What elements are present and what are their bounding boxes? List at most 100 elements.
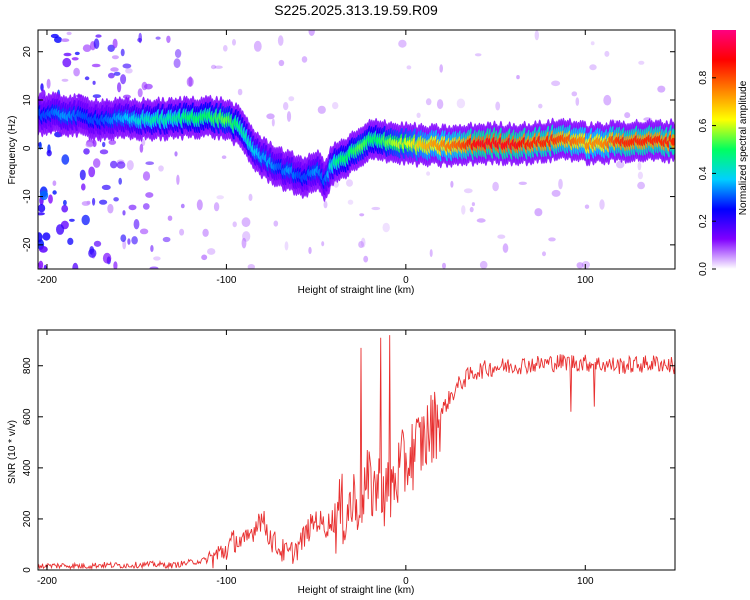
heatmap-speckle: [216, 195, 224, 200]
heatmap-speckle: [150, 245, 154, 252]
heatmap-speckle: [439, 64, 444, 73]
heatmap-speckle: [425, 98, 432, 106]
heatmap-speckle: [162, 236, 171, 243]
snr-xlabel: Height of straight line (km): [298, 585, 415, 596]
heatmap-speckle: [492, 181, 499, 192]
heatmap-speckle: [167, 215, 173, 221]
heatmap-speckle: [637, 181, 645, 190]
figure-title: S225.2025.313.19.59.R09: [274, 2, 438, 18]
heatmap-speckle: [371, 206, 381, 211]
heatmap-speckle: [248, 193, 253, 201]
heatmap-speckle: [174, 49, 182, 58]
heatmap-speckle: [637, 171, 644, 180]
heatmap-speckle: [247, 264, 255, 269]
heatmap-speckle: [176, 174, 180, 185]
heatmap-speckle: [429, 249, 433, 258]
heatmap-speckle: [581, 261, 591, 269]
heatmap-speckle: [213, 202, 220, 212]
y-tick-label: -10: [22, 189, 33, 204]
colorbar-tick-label: 0.4: [698, 166, 709, 180]
heatmap-speckle: [551, 189, 561, 197]
heatmap-speckle: [84, 76, 90, 81]
y-tick-label: 0: [22, 145, 33, 151]
heatmap-speckle: [242, 231, 251, 242]
heatmap-speckle: [113, 261, 118, 269]
heatmap-speckle: [60, 38, 70, 42]
heatmap-speckle: [83, 148, 90, 155]
x-tick-label: -200: [37, 275, 57, 286]
heatmap-speckle: [54, 36, 62, 43]
heatmap-speckle: [111, 55, 119, 60]
heatmap-speckle: [107, 203, 114, 214]
heatmap-speckle: [92, 94, 102, 98]
heatmap-speckle: [590, 41, 595, 46]
colorbar-tick-label: 0.0: [698, 262, 709, 276]
heatmap-speckle: [271, 118, 275, 127]
heatmap-speckle: [436, 99, 444, 110]
y-tick-label: 10: [22, 94, 33, 106]
heatmap-speckle: [81, 214, 90, 226]
heatmap-speckle: [308, 246, 312, 255]
heatmap-speckle: [38, 212, 45, 216]
heatmap-speckle: [43, 264, 47, 269]
heatmap-speckle: [317, 105, 326, 114]
heatmap-speckle: [516, 75, 520, 80]
heatmap-speckle: [406, 65, 412, 70]
heatmap-speckle: [40, 83, 44, 92]
heatmap-speckle: [277, 35, 284, 46]
heatmap-speckle: [71, 57, 79, 61]
heatmap-speckle: [61, 78, 69, 82]
heatmap-speckle: [358, 241, 364, 248]
y-tick-label: 20: [22, 46, 33, 58]
heatmap-speckle: [416, 112, 421, 119]
heatmap-speckle: [50, 33, 59, 39]
heatmap-speckle: [616, 160, 625, 169]
heatmap-speckle: [576, 262, 584, 269]
snr-series-line: [38, 335, 675, 570]
spectrogram-frame: [37, 29, 676, 270]
heatmap-speckle: [469, 206, 474, 213]
heatmap-speckle: [637, 161, 642, 171]
heatmap-speckle: [241, 237, 247, 249]
heatmap-speckle: [461, 205, 466, 215]
heatmap-speckle: [82, 44, 92, 52]
heatmap-ridge-cell: [670, 137, 675, 146]
heatmap-speckle: [166, 35, 171, 43]
y-tick-label: 800: [22, 357, 33, 374]
heatmap-speckle: [72, 262, 79, 269]
heatmap-speckle: [223, 45, 228, 52]
heatmap-speckle: [323, 200, 328, 209]
heatmap-speckle: [52, 190, 57, 195]
heatmap-speckle: [117, 82, 122, 93]
heatmap-speckle: [73, 67, 80, 77]
heatmap-speckle: [214, 65, 223, 69]
colorbar-tick-label: 0.2: [698, 214, 709, 228]
heatmap-speckle: [61, 204, 69, 213]
heatmap-speckle: [142, 203, 150, 210]
heatmap-speckle: [120, 48, 125, 57]
heatmap-speckle: [56, 224, 65, 235]
heatmap-speckle: [122, 210, 126, 216]
colorbar-tick-label: 0.6: [698, 118, 709, 132]
heatmap-speckle: [128, 204, 137, 211]
heatmap-speckle: [210, 64, 217, 70]
heatmap-speckle: [133, 219, 140, 230]
heatmap-speckle: [232, 39, 236, 46]
colorbar-gradient: [712, 30, 736, 269]
heatmap-speckle: [284, 241, 289, 251]
heatmap-speckle: [46, 149, 52, 157]
heatmap-speckle: [241, 217, 251, 228]
heatmap-speckle: [48, 194, 53, 204]
heatmap-speckle: [141, 81, 148, 91]
heatmap-speckle: [173, 58, 181, 69]
heatmap-speckle: [61, 154, 70, 165]
heatmap-speckle: [149, 266, 159, 269]
heatmap-speckle: [603, 94, 612, 106]
heatmap-speckle: [141, 139, 146, 146]
heatmap-speckle: [67, 237, 74, 245]
heatmap-speckle: [283, 102, 289, 111]
heatmap-speckle: [46, 78, 51, 89]
